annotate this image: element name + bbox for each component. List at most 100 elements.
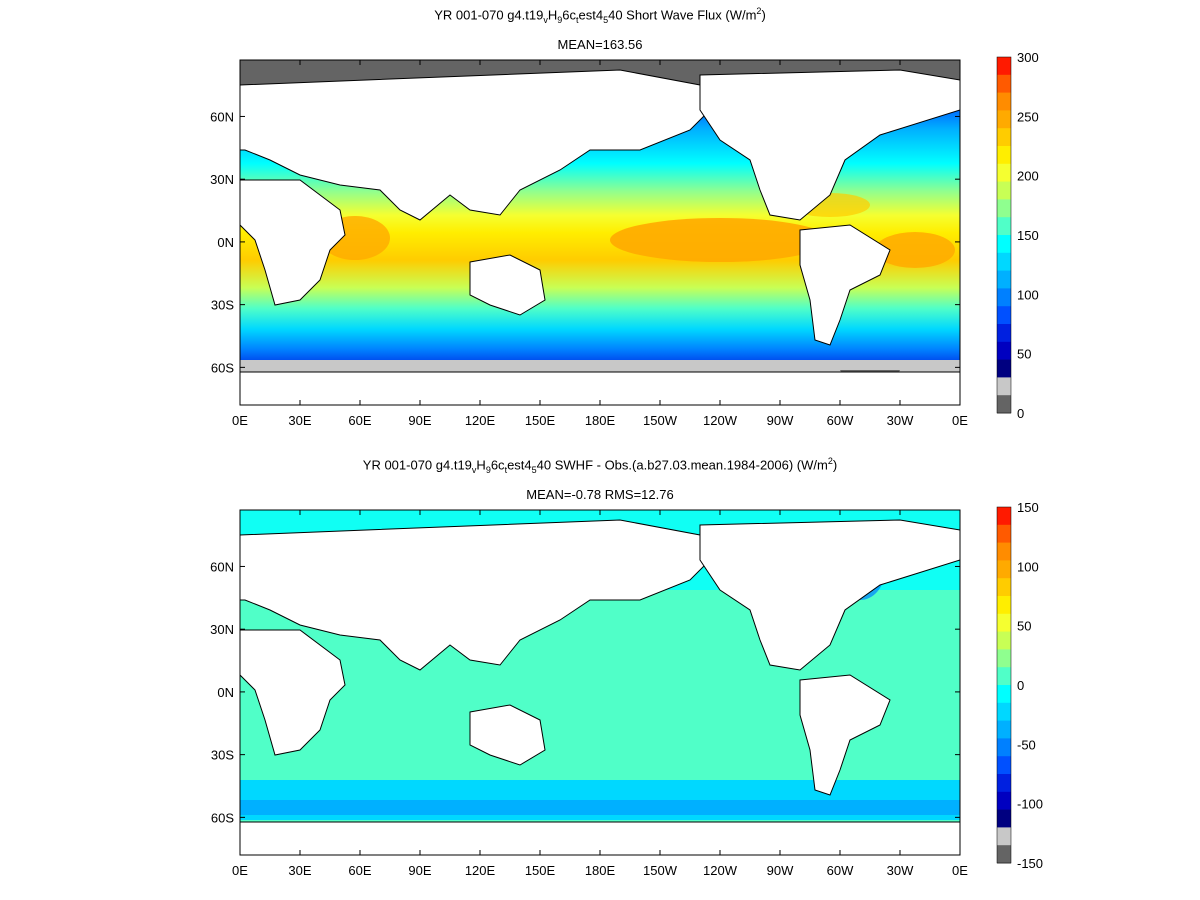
top-colorbar-swatch xyxy=(997,110,1011,129)
bottom-lat-label: 30N xyxy=(210,622,234,637)
bottom-lon-label: 60E xyxy=(348,863,371,878)
bottom-colorbar-swatch xyxy=(997,702,1011,722)
top-land xyxy=(240,69,960,405)
bottom-map-panel: YR 001-070 g4.t19vH96ctest4540 SWHF - Ob… xyxy=(0,450,1200,900)
bottom-lat-label: 30S xyxy=(211,748,234,763)
bottom-colorbar-swatch xyxy=(997,845,1011,864)
bottom-colorbar-swatch xyxy=(997,507,1011,526)
top-colorbar-swatch xyxy=(997,395,1011,414)
bottom-colorbar-frame xyxy=(996,506,1012,864)
bottom-land xyxy=(240,519,960,855)
bottom-colorbar-label: 50 xyxy=(1017,619,1031,634)
top-colorbar-swatch xyxy=(997,92,1011,111)
bottom-colorbar-swatch xyxy=(997,685,1011,704)
top-colorbar-swatch xyxy=(997,306,1011,325)
bottom-colorbar-swatch xyxy=(997,578,1011,597)
top-lat-label: 30N xyxy=(210,172,234,187)
top-colorbar-label: 0 xyxy=(1017,406,1024,421)
bottom-colorbar-swatch xyxy=(997,631,1011,650)
bottom-colorbar-swatch xyxy=(997,738,1011,757)
top-lon-label: 120E xyxy=(465,413,496,428)
bottom-lon-label: 180E xyxy=(585,863,616,878)
bottom-colorbar-swatch xyxy=(997,560,1011,579)
bottom-colorbar-swatch xyxy=(997,524,1011,544)
top-lat-label: 0N xyxy=(217,235,234,250)
bottom-map-subtitle: MEAN=-0.78 RMS=12.76 xyxy=(526,487,674,502)
bottom-colorbar-label: -150 xyxy=(1017,856,1043,871)
top-map-svg: 0E 30E 60E 90E 120E 150E 180E 150W 120W 90W 60W 30W… xyxy=(210,50,1039,428)
bottom-lat-label: 60N xyxy=(210,559,234,574)
top-map-title: YR 001-070 g4.t19vH96ctest4540 Short Wav… xyxy=(434,6,766,25)
top-colorbar-label: 100 xyxy=(1017,287,1039,302)
bottom-colorbar-swatch xyxy=(997,613,1011,633)
top-colorbar-swatch xyxy=(997,341,1011,361)
bottom-lat-label: 60S xyxy=(211,810,234,825)
top-colorbar-label: 300 xyxy=(1017,50,1039,65)
top-colorbar-swatch xyxy=(997,359,1011,378)
bottom-colorbar-label: 100 xyxy=(1017,559,1039,574)
top-colorbar-swatch xyxy=(997,199,1011,218)
top-colorbar-swatch xyxy=(997,252,1011,272)
top-lon-label: 90E xyxy=(408,413,431,428)
top-lat-label: 60S xyxy=(211,360,234,375)
bottom-colorbar-label: -50 xyxy=(1017,737,1036,752)
top-lon-label: 150E xyxy=(525,413,556,428)
bottom-lon-label: 0E xyxy=(232,863,248,878)
top-colorbar-label: 150 xyxy=(1017,228,1039,243)
bottom-lat-label: 0N xyxy=(217,685,234,700)
bottom-colorbar: 150 100 50 0 -50 -100 -150 xyxy=(996,500,1043,871)
top-lon-label: 0E xyxy=(232,413,248,428)
bottom-lon-label: 30E xyxy=(288,863,311,878)
top-lon-label: 150W xyxy=(643,413,678,428)
top-colorbar-swatch xyxy=(997,74,1011,94)
top-colorbar-swatch xyxy=(997,217,1011,236)
top-lon-label: 90W xyxy=(767,413,794,428)
bottom-map-axes: 0E 30E 60E 90E 120E 150E 180E 150W 120W 90W 60W 30W… xyxy=(210,510,968,878)
bottom-lon-label: 60W xyxy=(827,863,854,878)
bottom-lon-label: 120E xyxy=(465,863,496,878)
bottom-lon-label: 120W xyxy=(703,863,738,878)
bottom-colorbar-swatch xyxy=(997,827,1011,846)
bottom-map-field xyxy=(240,510,960,855)
top-lat-label: 60N xyxy=(210,109,234,124)
top-colorbar-label: 250 xyxy=(1017,109,1039,124)
bottom-colorbar-swatch xyxy=(997,774,1011,793)
top-colorbar-swatch xyxy=(997,270,1011,289)
bottom-lon-label: 30W xyxy=(887,863,914,878)
top-lon-label: 30E xyxy=(288,413,311,428)
top-colorbar-frame xyxy=(996,56,1012,414)
bottom-colorbar-swatch xyxy=(997,667,1011,686)
top-colorbar-swatch xyxy=(997,181,1011,200)
top-colorbar-label: 200 xyxy=(1017,169,1039,184)
top-lon-label: 30W xyxy=(887,413,914,428)
top-lon-label: 0E xyxy=(952,413,968,428)
top-colorbar-swatch xyxy=(997,377,1011,396)
bottom-lon-label: 150E xyxy=(525,863,556,878)
top-lon-label: 60E xyxy=(348,413,371,428)
top-lon-label: 180E xyxy=(585,413,616,428)
bottom-map-svg: 0E 30E 60E 90E 120E 150E 180E 150W 120W 90W 60W 30W… xyxy=(210,500,1043,878)
bottom-colorbar-swatch xyxy=(997,596,1011,615)
top-colorbar-swatch xyxy=(997,146,1011,165)
bottom-colorbar-swatch xyxy=(997,756,1011,775)
bottom-colorbar-swatch xyxy=(997,791,1011,811)
top-lat-label: 30S xyxy=(211,298,234,313)
bottom-colorbar-label: 150 xyxy=(1017,500,1039,515)
bottom-lon-label: 90W xyxy=(767,863,794,878)
top-colorbar-swatch xyxy=(997,128,1011,147)
bottom-lon-label: 0E xyxy=(952,863,968,878)
top-map-panel: YR 001-070 g4.t19vH96ctest4540 Short Wav… xyxy=(210,6,1039,428)
top-colorbar-swatch xyxy=(997,324,1011,343)
top-map-axes: 0E 30E 60E 90E 120E 150E 180E 150W 120W 90W 60W 30W… xyxy=(210,60,968,428)
bottom-colorbar-swatch xyxy=(997,720,1011,739)
bottom-map-title: YR 001-070 g4.t19vH96ctest4540 SWHF - Ob… xyxy=(362,456,838,475)
top-colorbar-swatch xyxy=(997,163,1011,183)
bottom-lon-label: 150W xyxy=(643,863,678,878)
top-colorbar: 300 250 200 150 100 50 0 xyxy=(996,50,1039,421)
top-colorbar-swatch xyxy=(997,235,1011,254)
top-colorbar-swatch xyxy=(997,288,1011,307)
top-map-subtitle: MEAN=163.56 xyxy=(557,37,643,52)
top-colorbar-swatch xyxy=(997,57,1011,76)
bottom-colorbar-swatch xyxy=(997,809,1011,828)
bottom-colorbar-label: -100 xyxy=(1017,797,1043,812)
